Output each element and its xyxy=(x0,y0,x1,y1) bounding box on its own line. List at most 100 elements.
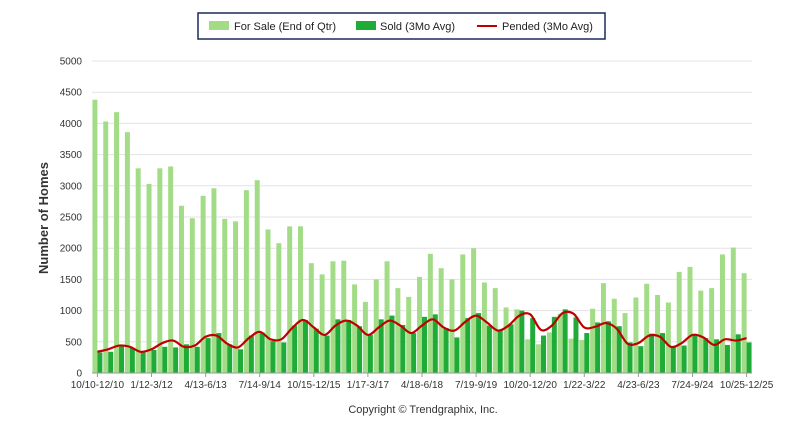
bar-sold xyxy=(638,346,644,373)
pended-line-group xyxy=(97,310,747,353)
bar-for-sale xyxy=(287,226,293,373)
bar-for-sale xyxy=(395,288,401,373)
legend: For Sale (End of Qtr) Sold (3Mo Avg) Pen… xyxy=(197,12,606,40)
bar-sold xyxy=(108,351,114,373)
bar-sold xyxy=(357,326,363,373)
x-tick-label: 10/25-12/25 xyxy=(720,380,774,391)
bar-for-sale xyxy=(243,190,249,373)
bar-sold xyxy=(248,335,254,373)
bar-sold xyxy=(216,333,222,373)
bar-sold xyxy=(400,324,406,373)
bar-sold xyxy=(670,346,676,373)
bar-sold xyxy=(378,319,384,373)
bar-for-sale xyxy=(135,168,141,373)
bar-for-sale xyxy=(579,339,585,373)
bar-for-sale xyxy=(644,283,650,373)
y-tick-label: 5000 xyxy=(60,57,83,68)
bar-for-sale xyxy=(665,302,671,373)
y-tick-label: 500 xyxy=(65,337,82,348)
bar-for-sale xyxy=(417,276,422,373)
bar-for-sale xyxy=(222,218,228,373)
bar-for-sale xyxy=(406,296,412,373)
x-tick-label: 4/13-6/13 xyxy=(184,380,227,391)
bar-sold xyxy=(324,335,330,373)
bar-sold xyxy=(281,342,287,373)
bar-sold xyxy=(530,318,536,373)
bar-for-sale xyxy=(655,295,661,373)
bar-sold xyxy=(724,344,730,373)
bar-sold xyxy=(151,349,157,373)
bar-sold xyxy=(259,332,265,373)
bar-sold xyxy=(367,334,373,373)
y-axis-label: Number of Homes xyxy=(36,162,51,274)
bar-sold xyxy=(703,338,709,373)
bar-sold xyxy=(735,334,741,373)
bar-sold xyxy=(551,316,557,373)
bars xyxy=(92,99,752,374)
bar-for-sale xyxy=(178,205,184,373)
bar-sold xyxy=(129,348,135,373)
bar-sold xyxy=(292,325,298,373)
bar-for-sale xyxy=(611,298,617,373)
bar-for-sale xyxy=(92,99,98,374)
bar-sold xyxy=(454,337,460,373)
y-tick-label: 2000 xyxy=(60,244,83,255)
y-tick-label: 2500 xyxy=(60,213,83,224)
x-tick-label: 7/14-9/14 xyxy=(239,380,282,391)
legend-label-sold: Sold (3Mo Avg) xyxy=(380,21,455,33)
bar-sold xyxy=(497,329,503,373)
bar-for-sale xyxy=(709,288,715,373)
bar-sold xyxy=(389,315,395,373)
bar-sold xyxy=(97,352,103,373)
bar-for-sale xyxy=(168,166,174,373)
x-tick-label: 10/20-12/20 xyxy=(504,380,558,391)
bar-for-sale xyxy=(254,180,260,373)
bar-for-sale xyxy=(633,297,639,373)
bar-for-sale xyxy=(124,132,130,373)
bar-for-sale xyxy=(114,112,120,373)
bar-sold xyxy=(605,321,611,373)
y-axis-ticks: 0 500 1000 1500 2000 2500 3000 3500 4000 4500 5000 xyxy=(60,57,83,380)
bar-for-sale xyxy=(189,218,195,373)
legend-swatch-for-sale xyxy=(209,21,229,30)
x-tick-label: 1/12-3/12 xyxy=(130,380,173,391)
bar-for-sale xyxy=(449,279,455,373)
bar-sold xyxy=(313,328,319,373)
x-tick-label: 1/17-3/17 xyxy=(347,380,390,391)
bar-for-sale xyxy=(622,313,628,373)
x-tick-label: 4/18-6/18 xyxy=(401,380,444,391)
bar-sold xyxy=(573,317,579,373)
bar-sold xyxy=(346,319,352,373)
bar-for-sale xyxy=(373,279,379,373)
copyright-text: Copyright © Trendgraphix, Inc. xyxy=(348,404,497,416)
bar-sold xyxy=(595,322,601,373)
bar-for-sale xyxy=(298,226,303,373)
bar-for-sale xyxy=(676,271,682,373)
bar-sold xyxy=(562,309,568,373)
legend-label-pended: Pended (3Mo Avg) xyxy=(502,21,593,33)
bar-sold xyxy=(270,341,276,373)
bar-for-sale xyxy=(319,274,325,373)
bar-for-sale xyxy=(568,338,574,373)
legend-swatch-sold xyxy=(356,21,376,30)
bar-for-sale xyxy=(330,261,336,373)
bar-sold xyxy=(746,342,752,373)
bar-for-sale xyxy=(460,254,466,373)
bar-for-sale xyxy=(730,247,736,373)
bar-sold xyxy=(692,334,698,373)
bar-sold xyxy=(541,335,546,373)
bar-for-sale xyxy=(211,188,217,373)
bar-for-sale xyxy=(276,243,282,373)
bar-for-sale xyxy=(308,263,314,373)
y-tick-label: 3000 xyxy=(60,181,83,192)
x-tick-label: 7/24-9/24 xyxy=(671,380,714,391)
bar-for-sale xyxy=(341,260,347,373)
bar-for-sale xyxy=(471,248,477,373)
bar-sold xyxy=(183,344,189,373)
bar-for-sale xyxy=(741,273,747,373)
bar-sold xyxy=(227,344,233,373)
legend-box xyxy=(197,12,606,40)
bar-for-sale xyxy=(590,308,596,373)
bar-sold xyxy=(714,339,720,373)
